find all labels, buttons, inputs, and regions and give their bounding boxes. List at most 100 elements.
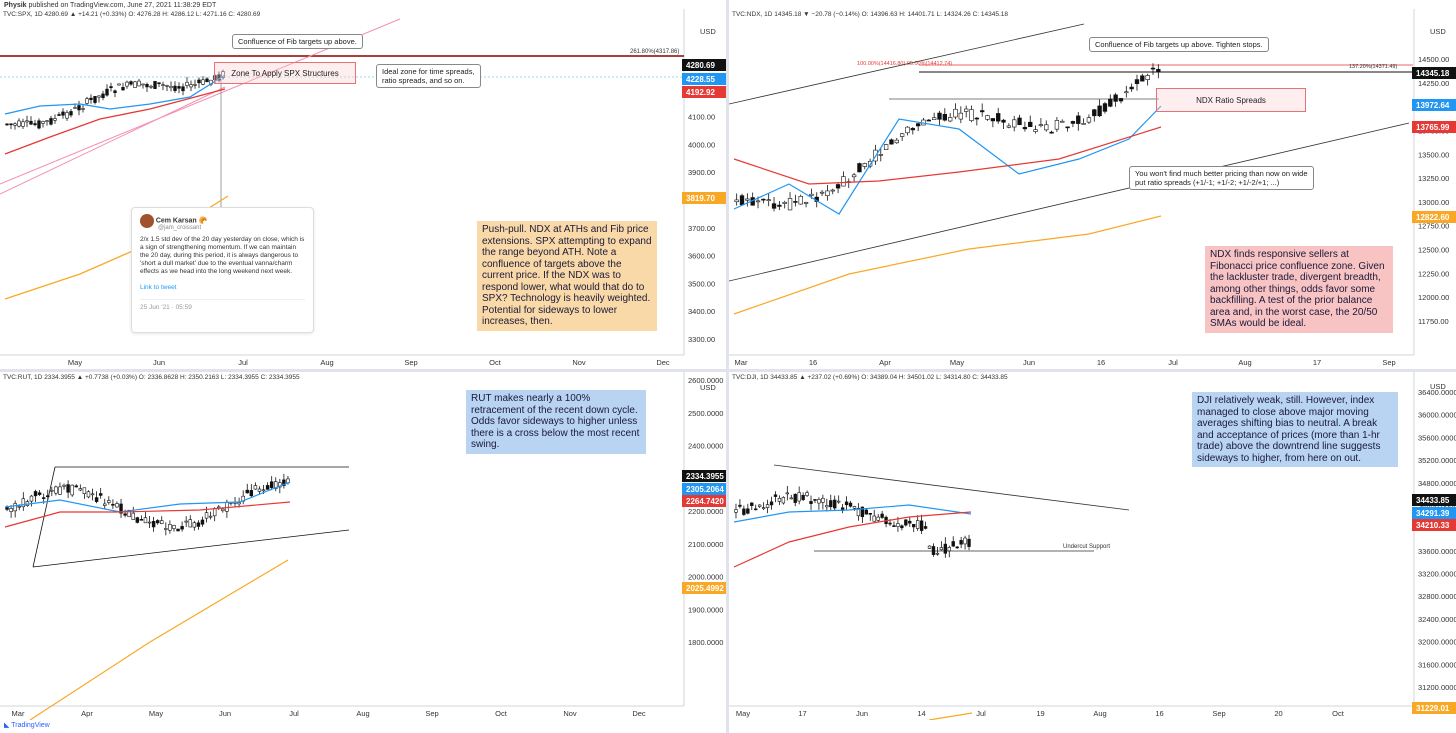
- candle: [1097, 105, 1102, 117]
- candle: [33, 123, 37, 126]
- dji-chart-svg[interactable]: 36400.0000 36000.0000 35600.0000 35200.0000…: [729, 372, 1456, 720]
- candle: [101, 93, 105, 98]
- candle: [904, 519, 908, 526]
- y-tick-label: 2100.0000: [688, 540, 723, 549]
- candle: [852, 506, 857, 509]
- candle: [777, 204, 782, 207]
- candle: [173, 85, 177, 91]
- candle: [974, 117, 980, 120]
- embedded-tweet[interactable]: Cem Karsan 🥐 @jam_croissant 2/x 1.5 std …: [131, 207, 314, 333]
- candle: [821, 497, 825, 503]
- candle: [883, 144, 889, 150]
- symbol-name[interactable]: TVC:SPX, 1D: [3, 11, 43, 18]
- spx-chart-svg[interactable]: 4300.004200.004100.004000.003900.003800.…: [0, 9, 726, 369]
- candle: [1140, 75, 1145, 82]
- candle: [793, 201, 798, 203]
- rut-chart-panel[interactable]: 2600.00002500.00002400.00002300.00002200…: [0, 372, 726, 720]
- x-tick-label: Dec: [656, 358, 670, 367]
- candle: [204, 512, 209, 519]
- candle: [876, 516, 880, 521]
- candle: [149, 85, 153, 88]
- candle: [825, 505, 829, 508]
- sma20-line: [733, 105, 1162, 215]
- candle: [1049, 131, 1054, 134]
- candle: [943, 543, 948, 554]
- tweet-handle: @jam_croissant: [158, 225, 202, 231]
- price-badge: [1412, 99, 1456, 111]
- candle: [1134, 79, 1140, 84]
- candle: [62, 484, 66, 487]
- candle: [46, 495, 50, 498]
- x-tick-label: May: [149, 709, 163, 718]
- y-tick-label: 34800.0000: [1418, 479, 1456, 488]
- x-tick-label: 16: [809, 358, 817, 367]
- candle: [910, 128, 915, 131]
- candle: [894, 139, 899, 144]
- tweet-link[interactable]: Link to tweet: [140, 284, 177, 291]
- vertical-divider: [726, 0, 729, 733]
- avatar: [140, 214, 154, 228]
- candle: [208, 515, 213, 518]
- ndx-chart-panel[interactable]: 14500.0014250.0014000.0013750.0013500.00…: [729, 9, 1456, 369]
- candle: [129, 81, 133, 85]
- y-tick-label: 1900.0000: [688, 605, 723, 614]
- spx-chart-panel[interactable]: 4300.004200.004100.004000.003900.003800.…: [0, 9, 726, 369]
- x-tick-label: Sep: [425, 709, 438, 718]
- candle: [212, 508, 217, 517]
- candle: [789, 497, 793, 500]
- fib-confluence-callout: Confluence of Fib targets up above.: [232, 34, 363, 49]
- ndx-chart-svg[interactable]: 14500.0014250.0014000.0013750.0013500.00…: [729, 9, 1456, 369]
- candle: [797, 492, 801, 502]
- candle: [131, 512, 135, 520]
- candle: [755, 200, 761, 203]
- author-name[interactable]: Physik: [4, 2, 27, 9]
- candle: [13, 503, 17, 512]
- candle: [93, 96, 97, 103]
- sma20-line: [4, 74, 226, 115]
- tradingview-logo[interactable]: ◣ TradingView: [4, 721, 50, 729]
- price-badge-label: 4280.69: [686, 61, 715, 70]
- candle: [193, 84, 197, 86]
- candle: [17, 505, 21, 508]
- candle: [57, 114, 61, 116]
- candle: [844, 501, 849, 506]
- candle: [1038, 124, 1044, 126]
- candle: [188, 519, 192, 528]
- candle: [74, 485, 78, 488]
- candle: [1086, 117, 1092, 123]
- candle: [915, 520, 920, 529]
- price-badge-label: 34210.33: [1416, 521, 1450, 530]
- candle: [848, 502, 853, 507]
- symbol-name[interactable]: TVC:NDX, 1D: [732, 11, 773, 18]
- candle: [868, 512, 872, 515]
- candle: [213, 75, 217, 81]
- candle: [85, 98, 89, 104]
- candle: [168, 524, 172, 531]
- candle: [785, 492, 790, 495]
- candle: [862, 163, 867, 167]
- lower-channel-line: [729, 122, 1410, 282]
- symbol-name[interactable]: TVC:RUT, 1D: [3, 374, 43, 381]
- candle: [798, 196, 803, 205]
- spread-zone-callout: Ideal zone for time spreads, ratio sprea…: [376, 64, 481, 88]
- dji-chart-panel[interactable]: 36400.0000 36000.0000 35600.0000 35200.0000…: [729, 372, 1456, 720]
- y-tick-label: 32000.0000: [1418, 638, 1456, 647]
- candle: [145, 84, 149, 88]
- candle: [1044, 124, 1049, 131]
- symbol-name[interactable]: TVC:DJI, 1D: [732, 374, 769, 381]
- x-tick-label: Jun: [153, 358, 165, 367]
- candle: [121, 87, 125, 91]
- dji-symbol-info: TVC:DJI, 1D 34433.85 ▲ +237.02 (+0.69%) …: [732, 374, 1008, 381]
- candle: [787, 198, 793, 211]
- candle: [1070, 121, 1076, 124]
- candle: [864, 509, 869, 515]
- rut-chart-svg[interactable]: 2600.00002500.00002400.00002300.00002200…: [0, 372, 726, 720]
- sma50-line: [733, 126, 1162, 185]
- candle: [184, 520, 188, 523]
- candle: [947, 547, 951, 552]
- candle: [1102, 103, 1108, 112]
- y-tick-label: 12250.00: [1418, 269, 1449, 278]
- candle: [109, 86, 113, 89]
- ndx-ratio-spreads-zone: NDX Ratio Spreads: [1156, 88, 1306, 112]
- tweet-date: 25 Jun '21 · 05:59: [140, 299, 305, 311]
